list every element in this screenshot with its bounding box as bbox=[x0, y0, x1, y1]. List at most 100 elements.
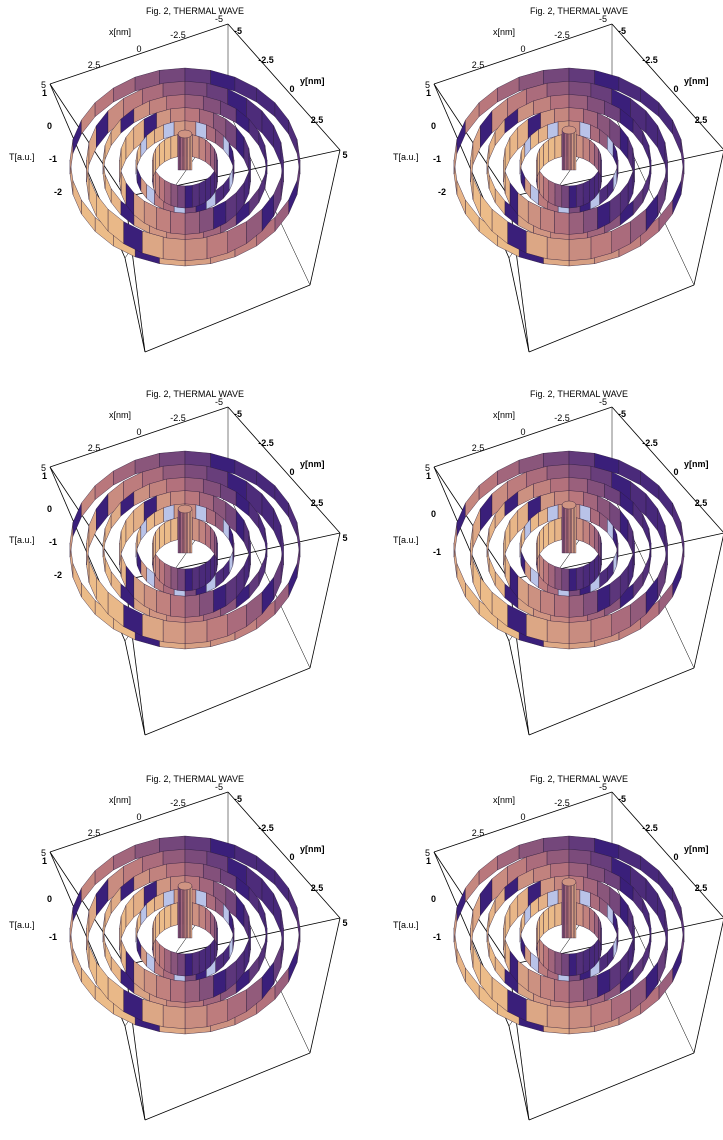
surface-facet bbox=[192, 951, 200, 976]
peak-facet bbox=[573, 504, 575, 554]
z-top-label: 5 bbox=[41, 848, 46, 858]
surface-facet bbox=[589, 558, 595, 586]
surface-facet bbox=[648, 145, 652, 175]
surface-facet bbox=[632, 570, 644, 599]
z-tick-label: -1 bbox=[433, 154, 441, 164]
box-edge bbox=[49, 466, 126, 581]
surface-facet bbox=[524, 559, 531, 583]
z-top-label: 5 bbox=[425, 80, 430, 90]
x-tick-label: 2.5 bbox=[472, 60, 485, 70]
surface-facet bbox=[494, 955, 506, 984]
z-tick-label: -1 bbox=[433, 932, 441, 942]
surface-facet bbox=[594, 553, 599, 582]
surface-facet bbox=[627, 137, 634, 171]
x-tick-label: 0 bbox=[520, 44, 525, 54]
surface-facet bbox=[170, 566, 178, 591]
surface-facet bbox=[657, 125, 666, 165]
surface-facet bbox=[576, 183, 584, 208]
x-axis-label: x[nm] bbox=[493, 795, 515, 805]
surface-facet bbox=[155, 143, 160, 172]
surface-facet bbox=[205, 907, 211, 935]
surface-facet bbox=[140, 559, 147, 583]
peak-facet bbox=[189, 508, 191, 554]
surface-facet bbox=[672, 120, 682, 154]
x-axis-label: x[nm] bbox=[493, 27, 515, 37]
y-tick-label: -2.5 bbox=[258, 823, 274, 833]
y-tick-label: -2.5 bbox=[642, 823, 658, 833]
surface-facet bbox=[159, 139, 165, 167]
z-tick-label: 1 bbox=[426, 88, 431, 98]
surface-facet bbox=[110, 955, 122, 984]
peak-facet bbox=[571, 881, 574, 939]
y-tick-label: -5 bbox=[234, 794, 242, 804]
x-tick-label: 2.5 bbox=[472, 443, 485, 453]
surface-facet bbox=[170, 951, 178, 976]
peak-facet bbox=[571, 504, 574, 554]
surface-facet bbox=[658, 485, 673, 518]
surface-facet bbox=[210, 938, 215, 967]
box-edge bbox=[309, 532, 341, 669]
surface-facet bbox=[504, 137, 511, 171]
surface-facet bbox=[258, 942, 266, 971]
surface-facet bbox=[632, 955, 644, 984]
surface-facet bbox=[521, 936, 526, 960]
surface-facet bbox=[672, 180, 682, 214]
surface-facet bbox=[568, 236, 592, 262]
surface-facet bbox=[672, 888, 682, 922]
surface-facet bbox=[288, 888, 298, 922]
surface-facet bbox=[657, 945, 666, 985]
surface-facet bbox=[554, 902, 562, 927]
z-tick-label: 0 bbox=[47, 894, 52, 904]
surface-facet bbox=[192, 517, 200, 542]
surface-facet bbox=[548, 563, 556, 589]
box-edge bbox=[508, 640, 530, 736]
surface-facet bbox=[216, 922, 218, 951]
surface-facet bbox=[288, 120, 298, 154]
surface-facet bbox=[88, 893, 97, 933]
surface bbox=[69, 67, 301, 267]
surface-facet bbox=[648, 913, 652, 943]
surface-facet bbox=[104, 942, 112, 971]
surface-facet bbox=[672, 503, 682, 537]
surface-facet bbox=[170, 210, 186, 235]
surface-facet bbox=[223, 176, 230, 200]
z-axis-label: T[a.u.] bbox=[9, 535, 35, 545]
surface-facet bbox=[120, 520, 127, 554]
peak-cap bbox=[561, 125, 577, 135]
z-tick-label: -2 bbox=[54, 570, 62, 580]
peak-facet bbox=[179, 133, 181, 171]
surface-facet bbox=[184, 568, 193, 592]
box-edge bbox=[309, 149, 341, 286]
box-edge bbox=[528, 667, 695, 736]
peak-facet bbox=[574, 881, 577, 939]
surface-facet bbox=[88, 125, 97, 165]
surface-facet bbox=[192, 566, 200, 591]
surface-facet bbox=[594, 911, 599, 940]
z-tick-label: 0 bbox=[47, 504, 52, 514]
central-peak bbox=[561, 125, 577, 171]
surface-facet bbox=[273, 125, 282, 165]
box-edge bbox=[433, 791, 613, 853]
surface-facet bbox=[72, 948, 82, 982]
y-tick-label: 2.5 bbox=[695, 498, 708, 508]
z-tick-label: 1 bbox=[426, 471, 431, 481]
surface-facet bbox=[273, 560, 282, 600]
surface-facet bbox=[137, 936, 142, 960]
surface-facet bbox=[199, 974, 214, 1002]
box-edge bbox=[508, 1025, 530, 1121]
surface-facet bbox=[657, 508, 666, 548]
box-edge bbox=[124, 964, 146, 1121]
y-tick-label: -2.5 bbox=[258, 55, 274, 65]
box-edge bbox=[49, 406, 229, 468]
peak-facet bbox=[186, 133, 188, 171]
box-edge bbox=[124, 196, 146, 353]
surface-facet bbox=[582, 948, 590, 974]
surface-facet bbox=[210, 553, 215, 582]
box-edge bbox=[227, 23, 341, 151]
z-axis-label: T[a.u.] bbox=[393, 152, 419, 162]
surface-facet bbox=[280, 910, 284, 951]
surface-facet bbox=[561, 185, 570, 209]
surface-facet bbox=[456, 948, 466, 982]
surface-facet bbox=[280, 142, 284, 183]
surface-facet bbox=[156, 589, 171, 617]
